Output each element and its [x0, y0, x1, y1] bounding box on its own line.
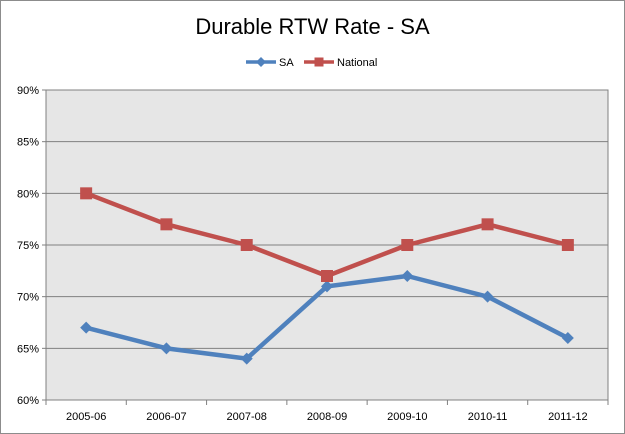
legend-label-national: National [337, 57, 377, 69]
data-point-national [240, 239, 253, 251]
y-tick-label: 60% [17, 395, 39, 407]
data-point-national [561, 239, 574, 251]
data-point-national [160, 218, 173, 231]
y-tick-label: 65% [17, 343, 39, 355]
data-point-sa [481, 290, 494, 303]
data-point-sa [321, 280, 333, 293]
x-tick-label: 2010-11 [468, 411, 508, 423]
data-point-national [80, 187, 93, 200]
data-point-sa [160, 342, 173, 355]
data-point-national [481, 218, 494, 231]
y-tick-label: 85% [17, 137, 39, 149]
grid-lines [46, 89, 608, 401]
y-tick-label: 90% [17, 85, 39, 97]
data-point-sa [561, 332, 574, 344]
chart-title: Durable RTW Rate - SA [195, 14, 430, 39]
y-tick-label: 75% [17, 240, 39, 252]
legend: SA National [246, 57, 377, 69]
y-tick-label: 70% [17, 292, 39, 304]
x-tick-label: 2011-12 [548, 411, 588, 423]
legend-marker-national [314, 57, 324, 67]
data-point-sa [240, 352, 253, 365]
legend-marker-sa [256, 57, 266, 67]
series-group [80, 187, 574, 365]
data-point-sa [401, 270, 414, 282]
y-axis-ticks: 60% 65% 70% 75% 80% 85% 90% [17, 85, 46, 407]
x-tick-label: 2008-09 [307, 411, 347, 423]
x-tick-label: 2005-06 [66, 411, 106, 423]
data-point-sa [80, 321, 93, 334]
x-tick-label: 2006-07 [146, 411, 186, 423]
legend-label-sa: SA [279, 57, 294, 69]
x-tick-label: 2009-10 [387, 411, 427, 423]
x-tick-label: 2007-08 [227, 411, 267, 423]
data-point-national [321, 270, 333, 282]
x-axis-ticks: 2005-06 2006-07 2007-08 2008-09 2009-10 2010-… [45, 400, 609, 423]
data-point-national [401, 239, 414, 251]
y-tick-label: 80% [17, 188, 39, 200]
